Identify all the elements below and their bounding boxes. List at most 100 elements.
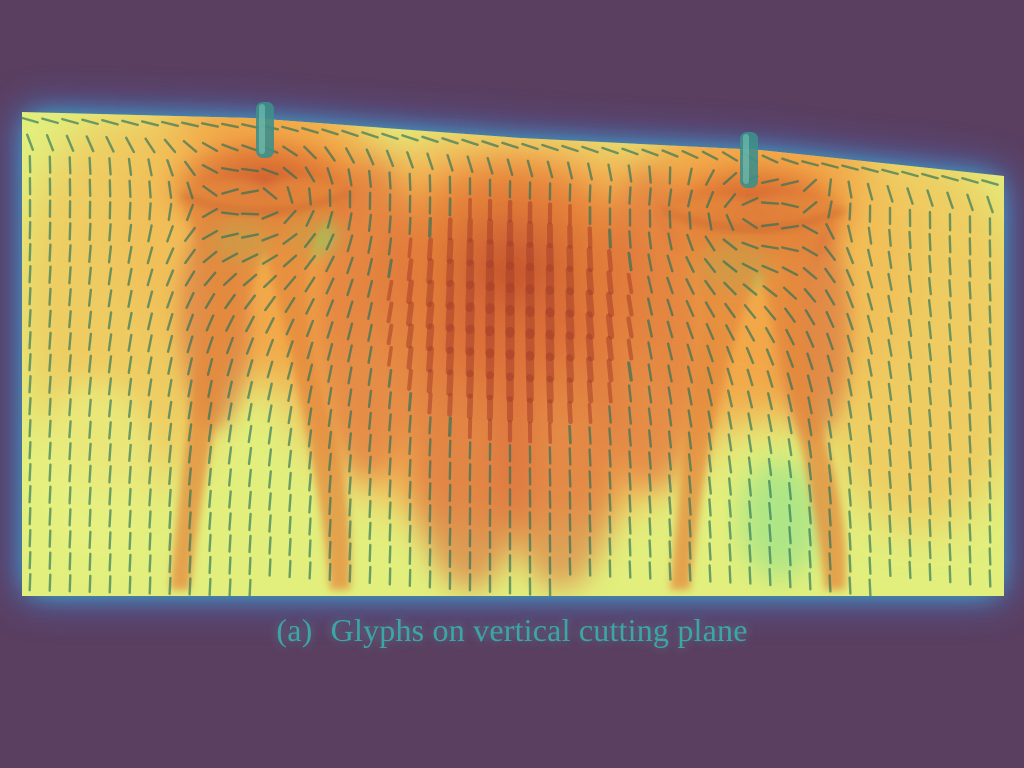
glyph <box>445 323 455 354</box>
glyph <box>206 358 214 376</box>
glyph <box>701 150 719 161</box>
glyph <box>707 212 713 231</box>
glyph <box>28 441 32 460</box>
glyph <box>784 307 796 323</box>
glyph <box>808 506 812 525</box>
glyph <box>501 141 519 149</box>
glyph <box>847 400 853 419</box>
glyph <box>308 451 312 470</box>
glyph <box>28 507 32 526</box>
glyph <box>988 459 992 478</box>
glyph <box>928 562 932 582</box>
glyph <box>545 352 555 383</box>
glyph <box>801 224 819 235</box>
glyph <box>866 314 874 333</box>
glyph <box>207 423 213 443</box>
glyph <box>347 168 353 187</box>
glyph <box>283 275 297 291</box>
glyph <box>183 226 197 243</box>
glyph <box>526 159 534 178</box>
glyph <box>87 266 93 285</box>
glyph <box>927 321 933 340</box>
glyph <box>188 577 192 596</box>
glyph <box>346 278 354 297</box>
glyph <box>167 180 173 200</box>
glyph <box>304 254 316 270</box>
glyph <box>743 304 757 319</box>
glyph <box>847 444 853 463</box>
glyph <box>705 323 715 340</box>
glyph <box>348 454 352 473</box>
glyph <box>760 244 780 250</box>
glyph <box>225 315 235 332</box>
glyph <box>41 117 59 125</box>
glyph <box>243 294 257 310</box>
glyph <box>225 336 235 355</box>
glyph <box>28 309 32 328</box>
glyph <box>707 388 713 407</box>
glyph <box>968 457 972 476</box>
glyph <box>241 144 259 152</box>
glyph <box>601 146 619 155</box>
glyph <box>585 289 595 318</box>
glyph <box>647 253 653 272</box>
glyph <box>566 161 574 180</box>
glyph <box>788 548 792 567</box>
glyph <box>728 565 732 584</box>
glyph <box>781 246 799 253</box>
glyph <box>801 160 819 167</box>
glyph <box>888 228 892 248</box>
glyph <box>267 448 273 467</box>
glyph <box>128 575 132 594</box>
glyph <box>768 567 772 587</box>
glyph <box>787 394 793 413</box>
glyph <box>408 172 412 192</box>
glyph <box>446 369 454 397</box>
glyph <box>668 496 672 515</box>
glyph <box>608 493 612 512</box>
caption-label: (a) <box>276 612 313 648</box>
glyph <box>666 320 674 339</box>
glyph <box>68 354 72 373</box>
glyph <box>866 270 874 289</box>
glyph <box>182 139 198 153</box>
glyph <box>87 376 93 395</box>
glyph <box>948 345 952 364</box>
glyph <box>968 303 972 322</box>
glyph <box>666 254 674 273</box>
glyph <box>88 530 92 549</box>
glyph <box>228 490 232 509</box>
glyph <box>188 555 192 574</box>
glyph <box>68 310 72 329</box>
glyph <box>220 232 240 239</box>
glyph <box>607 163 613 182</box>
glyph <box>222 272 238 287</box>
glyph <box>208 577 212 596</box>
glyph <box>887 404 893 423</box>
glyph <box>88 398 92 417</box>
glyph <box>308 561 312 580</box>
glyph <box>187 423 193 442</box>
glyph <box>245 337 255 355</box>
glyph <box>127 223 133 243</box>
glyph <box>908 494 912 514</box>
glyph <box>648 495 652 514</box>
glyph <box>147 378 153 397</box>
glyph <box>988 327 992 346</box>
glyph <box>761 154 779 164</box>
glyph <box>821 162 839 169</box>
glyph <box>568 469 572 488</box>
glyph <box>207 467 213 487</box>
glyph <box>48 419 52 438</box>
glyph <box>928 430 932 450</box>
glyph <box>741 262 759 273</box>
glyph <box>908 252 912 272</box>
glyph <box>227 446 233 465</box>
glyph <box>426 152 434 171</box>
glyph <box>88 244 92 263</box>
glyph <box>107 311 113 330</box>
glyph <box>588 492 592 511</box>
glyph <box>986 195 994 214</box>
glyph <box>204 292 216 309</box>
glyph <box>726 367 734 386</box>
